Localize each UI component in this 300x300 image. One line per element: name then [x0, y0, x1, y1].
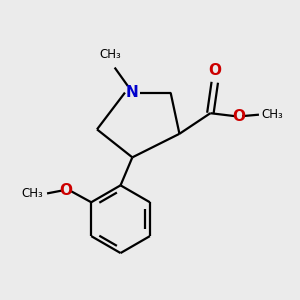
Text: CH₃: CH₃: [261, 108, 283, 121]
Text: CH₃: CH₃: [21, 187, 43, 200]
Text: N: N: [126, 85, 139, 100]
Text: O: O: [232, 109, 245, 124]
Text: O: O: [208, 63, 221, 78]
Text: CH₃: CH₃: [99, 48, 121, 61]
Text: O: O: [60, 183, 73, 198]
